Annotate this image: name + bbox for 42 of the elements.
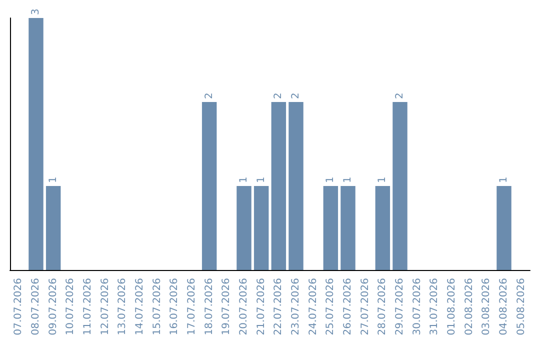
data-label: 1 xyxy=(325,176,336,183)
x-tick-label: 28.07.2026 xyxy=(377,278,388,336)
x-tick-label: 10.07.2026 xyxy=(65,278,76,336)
data-label: 2 xyxy=(204,92,215,99)
data-label: 1 xyxy=(256,176,267,183)
x-tick-label: 19.07.2026 xyxy=(221,278,232,336)
x-tick-label: 27.07.2026 xyxy=(360,278,371,336)
x-tick-label: 22.07.2026 xyxy=(273,278,284,336)
x-tick-label: 15.07.2026 xyxy=(152,278,163,336)
x-tick-label: 29.07.2026 xyxy=(394,278,406,336)
data-label: 3 xyxy=(30,8,42,15)
x-tick-label: 02.08.2026 xyxy=(464,278,475,336)
x-tick-label: 17.07.2026 xyxy=(186,278,198,336)
x-tick-label: 31.07.2026 xyxy=(429,278,440,336)
data-label: 2 xyxy=(290,92,302,99)
data-label: 1 xyxy=(498,176,510,183)
x-tick-label: 26.07.2026 xyxy=(342,278,354,336)
x-tick-label: 11.07.2026 xyxy=(82,278,94,336)
data-label: 1 xyxy=(377,176,388,183)
x-tick-label: 01.08.2026 xyxy=(446,278,458,336)
x-tick-label: 21.07.2026 xyxy=(256,278,267,336)
x-tick-label: 20.07.2026 xyxy=(238,278,250,336)
data-label: 2 xyxy=(394,92,406,99)
x-tick-label: 18.07.2026 xyxy=(204,278,215,336)
x-tick-label: 30.07.2026 xyxy=(412,278,423,336)
data-label: 1 xyxy=(342,176,354,183)
x-tick-label: 08.07.2026 xyxy=(30,278,42,336)
data-label: 2 xyxy=(273,92,284,99)
x-tick-label: 05.08.2026 xyxy=(516,278,527,336)
x-tick-label: 14.07.2026 xyxy=(134,278,146,336)
data-label: 1 xyxy=(48,176,59,183)
x-tick-label: 09.07.2026 xyxy=(48,278,59,336)
x-tick-label: 25.07.2026 xyxy=(325,278,336,336)
x-tick-label: 04.08.2026 xyxy=(498,278,510,336)
x-tick-label: 16.07.2026 xyxy=(169,278,180,336)
x-tick-label: 23.07.2026 xyxy=(290,278,302,336)
data-label: 1 xyxy=(238,176,250,183)
x-tick-label: 24.07.2026 xyxy=(308,278,319,336)
x-tick-label: 12.07.2026 xyxy=(100,278,111,336)
x-tick-label: 03.08.2026 xyxy=(481,278,492,336)
x-tick-label: 13.07.2026 xyxy=(117,278,128,336)
x-tick-label: 07.07.2026 xyxy=(13,278,24,336)
